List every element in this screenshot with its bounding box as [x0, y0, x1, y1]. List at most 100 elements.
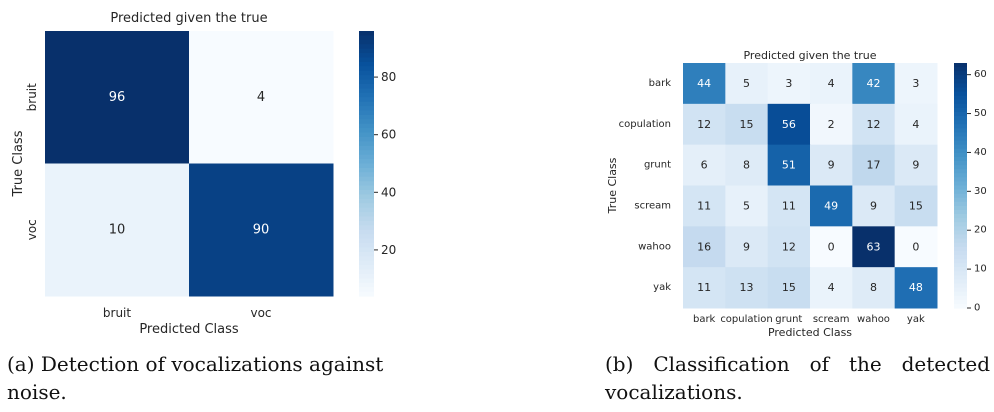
chart-b-colorbar-segment — [954, 226, 967, 232]
chart-a-colorbar-segment — [359, 243, 374, 249]
caption-b: (b) Classification of the detected vocal… — [605, 352, 990, 404]
chart-b-cell-value: 12 — [782, 240, 796, 253]
chart-a-colorbar-segment — [359, 251, 374, 257]
chart-a-cell — [189, 31, 334, 164]
chart-b-colorbar-tick-label: 0 — [974, 303, 980, 314]
chart-b-colorbar-segment — [954, 185, 967, 191]
chart-b-colorbar-segment — [954, 275, 967, 281]
chart-b-cell — [894, 63, 938, 105]
chart-b-colorbar-segment — [954, 283, 967, 289]
chart-b-colorbar-segment — [954, 148, 967, 154]
chart-b-colorbar-segment — [954, 295, 967, 301]
chart-b-colorbar-tick-label: 10 — [974, 264, 987, 275]
chart-b-colorbar-segment — [954, 103, 967, 109]
chart-a-cell — [189, 163, 334, 297]
chart-a-colorbar-segment — [359, 181, 374, 187]
chart-b-colorbar-segment — [954, 91, 967, 97]
chart-b-colorbar-segment — [954, 95, 967, 101]
chart-a-colorbar-segment — [359, 185, 374, 191]
chart-a-colorbar-segment — [359, 176, 374, 182]
chart-b-colorbar-segment — [954, 205, 967, 211]
chart-b-cell-value: 5 — [743, 77, 750, 90]
chart-a-colorbar-segment — [359, 260, 374, 266]
chart-b-colorbar-segment — [954, 279, 967, 285]
chart-b-cell-value: 0 — [828, 240, 835, 253]
chart-a-colorbar-segment — [359, 282, 374, 288]
chart-b-y-axis-label: True Class — [606, 157, 619, 214]
chart-a-colorbar-segment — [359, 247, 374, 253]
chart-b-colorbar-segment — [954, 193, 967, 199]
chart-a-colorbar-segment — [359, 159, 374, 165]
chart-b-colorbar-segment — [954, 238, 967, 244]
chart-a-colorbar-segment — [359, 61, 374, 67]
chart-b-cell-value: 15 — [909, 199, 923, 212]
chart-b-x-tick-label: wahoo — [857, 314, 890, 325]
chart-b-colorbar-segment — [954, 140, 967, 146]
chart-b-cell-value: 3 — [785, 77, 792, 90]
chart-a-colorbar-segment — [359, 75, 374, 81]
chart-b-cell-value: 16 — [697, 240, 711, 253]
chart-a-x-axis-label: Predicted Class — [139, 322, 239, 337]
chart-b-colorbar-segment — [954, 67, 967, 72]
chart-b-colorbar-segment — [954, 79, 967, 85]
chart-b-colorbar-segment — [954, 210, 967, 215]
chart-b-colorbar-segment — [954, 107, 967, 113]
chart-a-colorbar-segment — [359, 57, 374, 63]
chart-b-colorbar-segment — [954, 197, 967, 203]
chart-a-colorbar-segment — [359, 35, 374, 41]
chart-b-cell — [767, 63, 811, 105]
chart-b-cell-value: 8 — [743, 159, 750, 172]
chart-a-colorbar-segment — [359, 207, 374, 213]
chart-b-cell — [894, 103, 938, 146]
chart-b-colorbar-segment — [954, 263, 967, 268]
chart-b-colorbar-segment — [954, 87, 967, 93]
chart-b-colorbar-segment — [954, 250, 967, 256]
chart-b-colorbar-tick-label: 40 — [974, 147, 987, 158]
chart-b-cell — [852, 226, 896, 268]
chart-b-x-tick-label: yak — [907, 314, 925, 325]
chart-b-colorbar-segment — [954, 144, 967, 150]
chart-b-y-tick-label: wahoo — [638, 241, 671, 252]
chart-b-cell — [725, 103, 769, 146]
chart-b-cell — [767, 144, 811, 186]
chart-b-cell — [852, 63, 896, 105]
chart-b-cell-value: 3 — [912, 77, 919, 90]
chart-a-colorbar-segment — [359, 150, 374, 156]
chart-a-colorbar-segment — [359, 44, 374, 50]
chart-a-colorbar-segment — [359, 92, 374, 98]
chart-b-cell — [894, 267, 938, 309]
chart-b-cell — [725, 267, 769, 309]
chart-a-y-tick-label: voc — [25, 219, 39, 240]
chart-b-colorbar-segment — [954, 132, 967, 138]
chart-a-colorbar-segment — [359, 225, 374, 231]
chart-b-cell — [767, 185, 811, 227]
chart-b-colorbar-segment — [954, 99, 967, 105]
chart-a-cell-value: 90 — [253, 222, 270, 237]
chart-a-colorbar-segment — [359, 216, 374, 222]
chart-b-colorbar-segment — [954, 222, 967, 227]
chart-a-cell — [45, 31, 190, 164]
chart-b-x-tick-label: grunt — [775, 314, 802, 325]
chart-b-cell-value: 49 — [824, 199, 838, 212]
chart-a-x-tick-label: voc — [250, 306, 271, 320]
chart-a-colorbar-segment — [359, 114, 374, 120]
chart-b-cell-value: 44 — [697, 77, 711, 90]
chart-b-colorbar-segment — [954, 189, 967, 195]
chart-b-colorbar-segment — [954, 161, 967, 166]
chart-b-cell-value: 11 — [697, 199, 711, 212]
chart-a-colorbar-segment — [359, 66, 374, 72]
chart-b-colorbar-segment — [954, 234, 967, 240]
chart-a-colorbar-segment — [359, 128, 374, 134]
chart-a-colorbar-tick-label: 40 — [381, 185, 396, 199]
chart-b-y-tick-label: grunt — [644, 160, 671, 171]
chart-b-cell — [852, 144, 896, 186]
chart-a-cell-value: 10 — [109, 222, 126, 237]
chart-a-colorbar-segment — [359, 48, 374, 54]
chart-b-colorbar-segment — [954, 271, 967, 276]
chart-b-cell-value: 9 — [870, 199, 877, 212]
chart-b-cell-value: 0 — [912, 240, 919, 253]
chart-b-cell — [894, 226, 938, 268]
chart-a-colorbar-segment — [359, 234, 374, 240]
chart-a-colorbar-segment — [359, 101, 374, 107]
chart-a-colorbar-segment — [359, 194, 374, 200]
